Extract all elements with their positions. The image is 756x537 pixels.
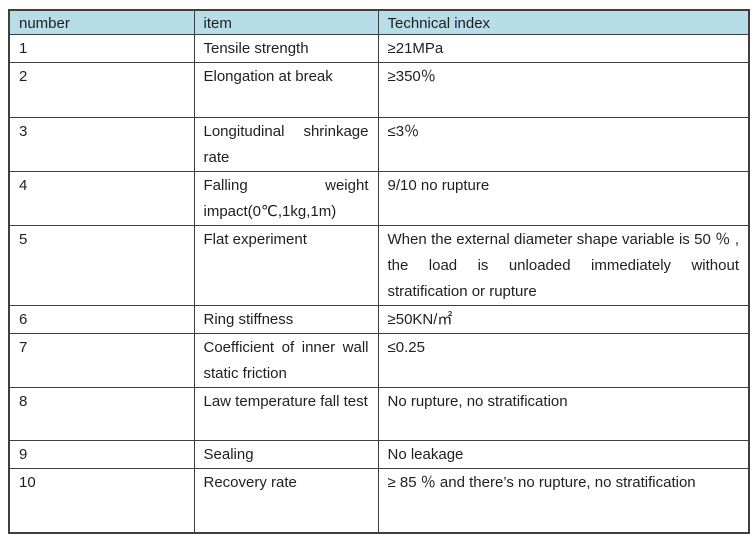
cell-number: 2 [8, 62, 195, 118]
table-row: 8 Law temperature fall test No rupture, … [8, 387, 750, 441]
table-row: 3 Longitudinal shrinkage rate ≤3％ [8, 117, 750, 172]
cell-number: 5 [8, 225, 195, 306]
cell-item: Falling weight impact(0℃,1kg,1m) [193, 171, 379, 226]
cell-item: Sealing [193, 440, 379, 469]
cell-item: Longitudinal shrinkage rate [193, 117, 379, 172]
cell-index: No rupture, no stratification [377, 387, 750, 441]
table-row: 2 Elongation at break ≥350％ [8, 62, 750, 118]
cell-number: 1 [8, 34, 195, 63]
cell-number: 3 [8, 117, 195, 172]
cell-number: 9 [8, 440, 195, 469]
table-row: 5 Flat experiment When the external diam… [8, 225, 750, 306]
cell-index: ≥350％ [377, 62, 750, 118]
table-header-row: number item Technical index [8, 9, 750, 35]
cell-item: Elongation at break [193, 62, 379, 118]
table-row: 10 Recovery rate ≥ 85 ％ and there’s no r… [8, 468, 750, 533]
technical-index-table: number item Technical index 1 Tensile st… [8, 9, 750, 534]
cell-number: 7 [8, 333, 195, 388]
cell-item: Law temperature fall test [193, 387, 379, 441]
cell-item: Coefficient of inner wall static frictio… [193, 333, 379, 388]
cell-index: ≤3％ [377, 117, 750, 172]
header-item: item [193, 9, 379, 35]
cell-item: Flat experiment [193, 225, 379, 306]
table-row: 7 Coefficient of inner wall static frict… [8, 333, 750, 388]
header-technical-index: Technical index [377, 9, 750, 35]
cell-number: 8 [8, 387, 195, 441]
table-row: 6 Ring stiffness ≥50KN/㎡ [8, 305, 750, 334]
cell-index: ≥50KN/㎡ [377, 305, 750, 334]
cell-index: When the external diameter shape variabl… [377, 225, 750, 306]
cell-number: 4 [8, 171, 195, 226]
cell-index: No leakage [377, 440, 750, 469]
table-row: 9 Sealing No leakage [8, 440, 750, 469]
cell-index: ≤0.25 [377, 333, 750, 388]
header-number: number [8, 9, 195, 35]
table-row: 4 Falling weight impact(0℃,1kg,1m) 9/10 … [8, 171, 750, 226]
cell-item: Tensile strength [193, 34, 379, 63]
cell-number: 10 [8, 468, 195, 533]
cell-index: 9/10 no rupture [377, 171, 750, 226]
cell-item: Ring stiffness [193, 305, 379, 334]
table-row: 1 Tensile strength ≥21MPa [8, 34, 750, 63]
cell-item: Recovery rate [193, 468, 379, 533]
cell-index: ≥ 85 ％ and there’s no rupture, no strati… [377, 468, 750, 533]
cell-index: ≥21MPa [377, 34, 750, 63]
cell-number: 6 [8, 305, 195, 334]
